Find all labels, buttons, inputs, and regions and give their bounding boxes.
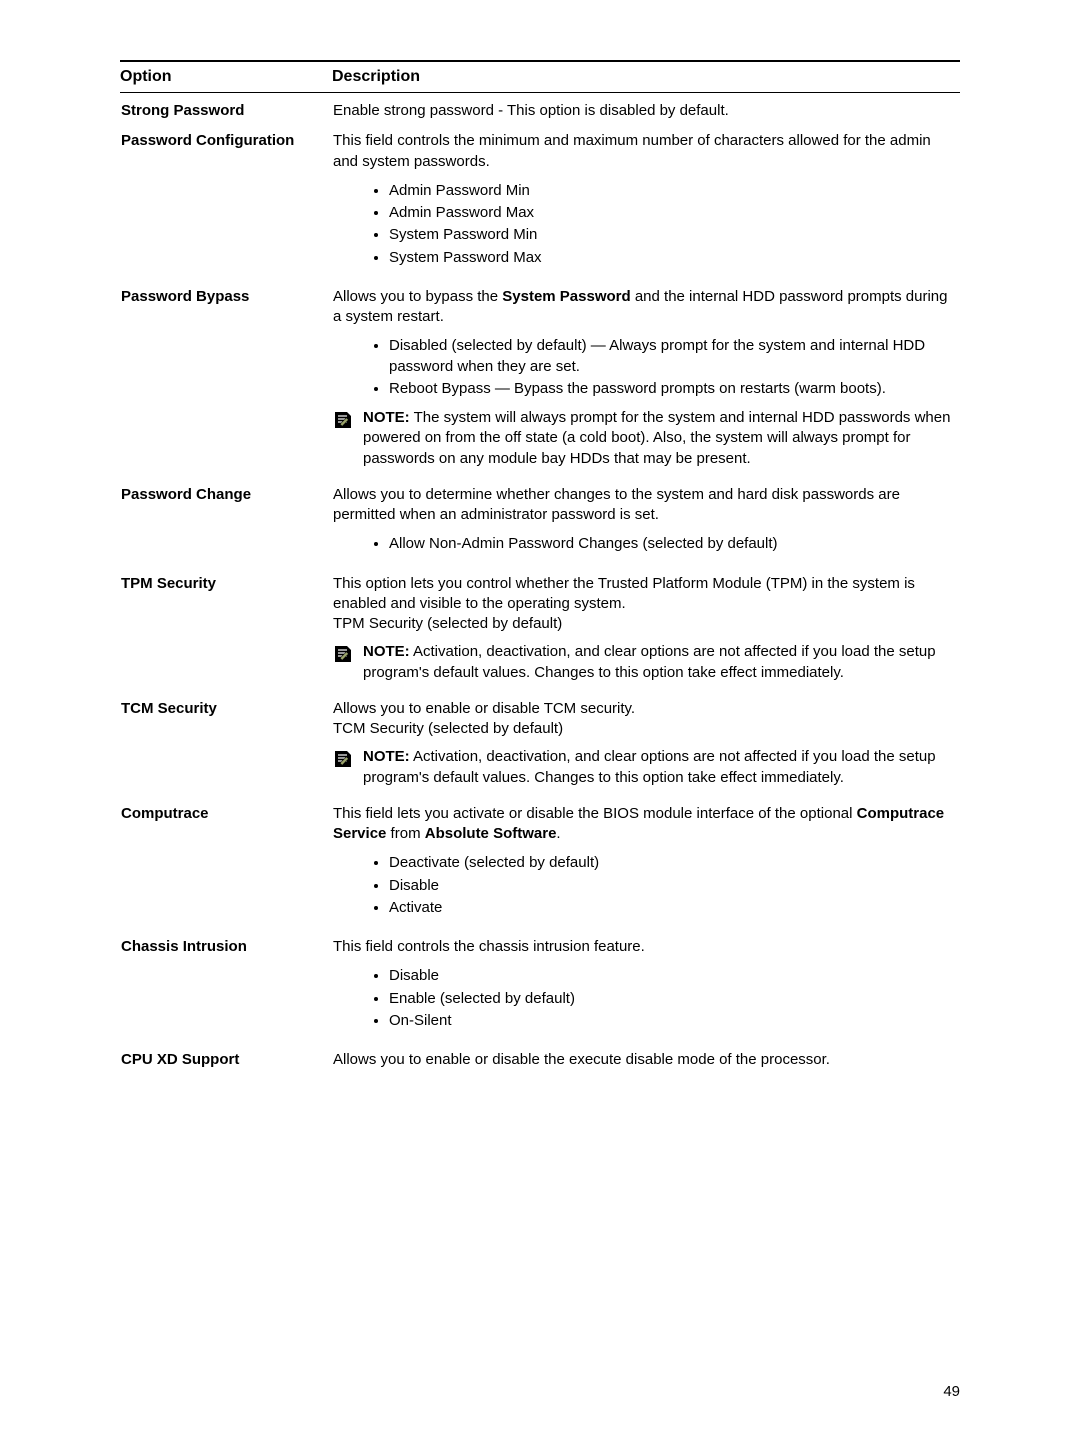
bullet-list: DisableEnable (selected by default)On-Si… (333, 965, 959, 1032)
option-description: Allows you to enable or disable TCM secu… (332, 689, 960, 794)
note-block: NOTE: Activation, deactivation, and clea… (333, 642, 959, 683)
option-description: Allows you to bypass the System Password… (332, 277, 960, 475)
description-text: Allows you to enable or disable the exec… (333, 1050, 959, 1070)
bullet-list: Deactivate (selected by default)DisableA… (333, 852, 959, 919)
note-icon (333, 410, 353, 430)
bullet-item: Disable (389, 875, 959, 897)
bullet-item: System Password Max (389, 247, 959, 269)
note-block: NOTE: Activation, deactivation, and clea… (333, 747, 959, 788)
bullet-list: Allow Non-Admin Password Changes (select… (333, 533, 959, 555)
description-text: This option lets you control whether the… (333, 574, 959, 615)
option-description: Allows you to enable or disable the exec… (332, 1040, 960, 1070)
bullet-item: Admin Password Min (389, 180, 959, 202)
bullet-item: System Password Min (389, 224, 959, 246)
option-label: Strong Password (120, 93, 332, 122)
option-description: This field controls the minimum and maxi… (332, 121, 960, 277)
description-extra: TPM Security (selected by default) (333, 614, 959, 634)
header-option: Option (120, 61, 332, 93)
note-text: NOTE: The system will always prompt for … (363, 408, 959, 469)
option-label: Computrace (120, 794, 332, 927)
bullet-item: Disable (389, 965, 959, 987)
bullet-item: Activate (389, 897, 959, 919)
bullet-item: Admin Password Max (389, 202, 959, 224)
header-description: Description (332, 61, 960, 93)
option-description: This option lets you control whether the… (332, 564, 960, 689)
page-number: 49 (943, 1383, 960, 1400)
description-text: Allows you to enable or disable TCM secu… (333, 699, 959, 719)
description-text: Enable strong password - This option is … (333, 101, 959, 121)
options-table: Option Description Strong PasswordEnable… (120, 60, 960, 1070)
option-label: TCM Security (120, 689, 332, 794)
option-label: CPU XD Support (120, 1040, 332, 1070)
bullet-item: Disabled (selected by default) — Always … (389, 335, 959, 378)
bullet-list: Disabled (selected by default) — Always … (333, 335, 959, 400)
description-text: Allows you to bypass the System Password… (333, 287, 959, 328)
option-label: Password Configuration (120, 121, 332, 277)
description-extra: TCM Security (selected by default) (333, 719, 959, 739)
option-description: This field controls the chassis intrusio… (332, 927, 960, 1040)
description-text: This field controls the chassis intrusio… (333, 937, 959, 957)
note-text: NOTE: Activation, deactivation, and clea… (363, 747, 959, 788)
option-label: Chassis Intrusion (120, 927, 332, 1040)
note-block: NOTE: The system will always prompt for … (333, 408, 959, 469)
bullet-item: Allow Non-Admin Password Changes (select… (389, 533, 959, 555)
note-icon (333, 644, 353, 664)
bullet-item: On-Silent (389, 1010, 959, 1032)
description-text: This field lets you activate or disable … (333, 804, 959, 845)
bullet-item: Deactivate (selected by default) (389, 852, 959, 874)
description-text: Allows you to determine whether changes … (333, 485, 959, 526)
note-icon (333, 749, 353, 769)
option-description: Allows you to determine whether changes … (332, 475, 960, 564)
note-text: NOTE: Activation, deactivation, and clea… (363, 642, 959, 683)
bullet-list: Admin Password MinAdmin Password MaxSyst… (333, 180, 959, 269)
option-label: Password Bypass (120, 277, 332, 475)
bullet-item: Reboot Bypass — Bypass the password prom… (389, 378, 959, 400)
bullet-item: Enable (selected by default) (389, 988, 959, 1010)
option-description: Enable strong password - This option is … (332, 93, 960, 122)
description-text: This field controls the minimum and maxi… (333, 131, 959, 172)
option-label: Password Change (120, 475, 332, 564)
option-label: TPM Security (120, 564, 332, 689)
option-description: This field lets you activate or disable … (332, 794, 960, 927)
